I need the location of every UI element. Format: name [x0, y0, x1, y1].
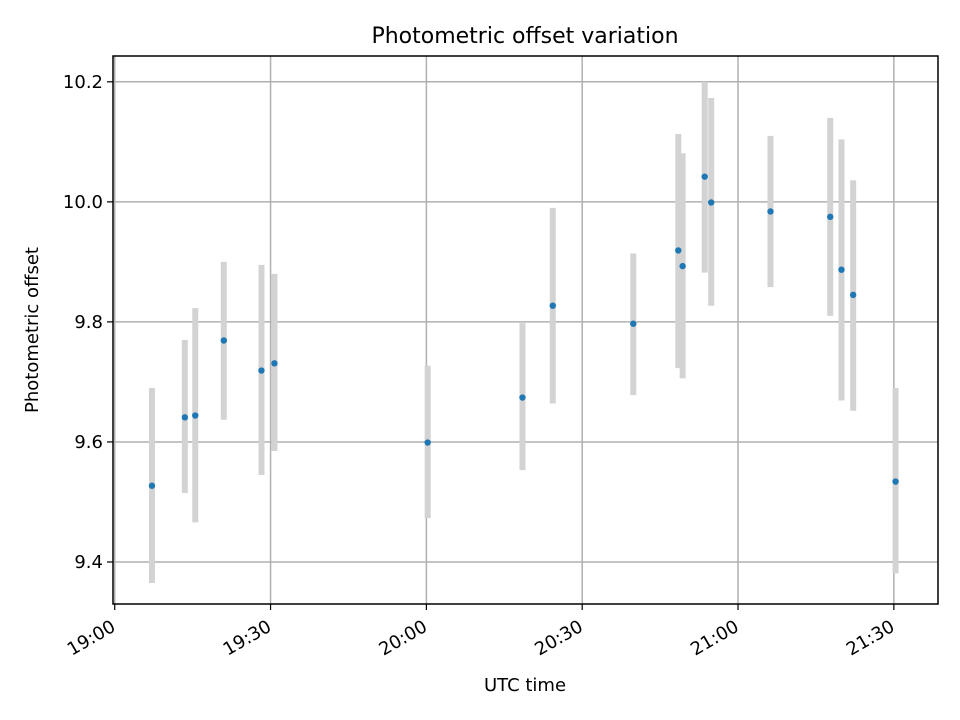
data-point: [679, 262, 686, 270]
data-point: [767, 208, 774, 215]
data-point: [148, 482, 156, 489]
data-point: [220, 337, 228, 344]
plot-frame: [112, 55, 939, 605]
data-point: [630, 320, 637, 327]
data-point: [424, 439, 431, 446]
y-tick-label: 10.0: [63, 192, 103, 213]
y-axis-label: Photometric offset: [22, 247, 43, 413]
data-point: [192, 412, 199, 419]
y-axis-ticks: 9.4 9.6 9.8 10.0 10.2: [63, 72, 113, 573]
data-point: [258, 367, 265, 374]
data-point: [181, 414, 189, 421]
y-tick-label: 9.6: [74, 432, 103, 453]
data-point: [701, 173, 708, 180]
data-point: [707, 199, 715, 206]
y-tick-label: 10.2: [63, 72, 103, 93]
data-point: [838, 266, 845, 273]
data-point: [549, 302, 556, 309]
data-point: [271, 360, 278, 367]
data-point: [675, 247, 682, 254]
data-point: [827, 213, 834, 221]
y-tick-label: 9.4: [74, 552, 103, 573]
data-point: [892, 478, 899, 485]
data-points: [148, 173, 899, 489]
data-point: [519, 394, 526, 401]
x-axis-label: UTC time: [484, 675, 566, 696]
grid: [113, 56, 938, 604]
chart-title: Photometric offset variation: [371, 24, 678, 49]
data-point: [849, 291, 857, 299]
y-tick-label: 9.8: [74, 312, 103, 333]
